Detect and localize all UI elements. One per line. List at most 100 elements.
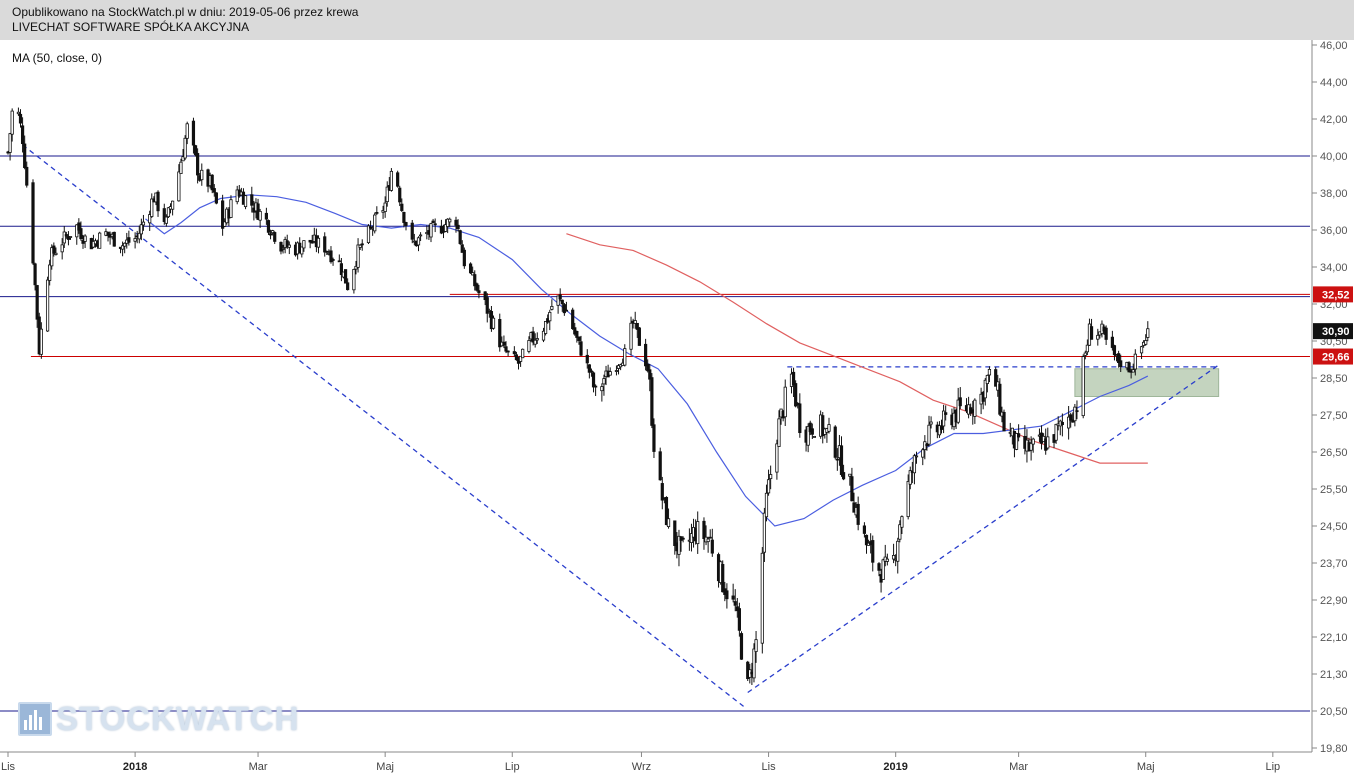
- candle: [185, 121, 189, 145]
- candle: [941, 404, 946, 434]
- candle-body: [214, 192, 218, 204]
- candle-body: [25, 166, 29, 186]
- candle-body: [475, 283, 479, 291]
- candle: [1075, 400, 1079, 420]
- candle: [623, 344, 627, 367]
- candle-body: [300, 246, 304, 255]
- candle: [710, 528, 714, 557]
- y-tick-label: 23,70: [1320, 558, 1348, 570]
- candle: [637, 326, 641, 346]
- candle-body: [589, 370, 594, 373]
- candle-body: [573, 327, 577, 335]
- candle: [721, 560, 725, 593]
- candle-body: [998, 383, 1002, 415]
- candle: [139, 218, 143, 241]
- candle: [237, 185, 241, 198]
- candle-body: [1017, 433, 1021, 438]
- candle: [279, 241, 283, 255]
- candle: [418, 232, 423, 242]
- candle-body: [75, 224, 79, 238]
- y-tick-label: 27,50: [1320, 410, 1348, 422]
- candle-body: [994, 369, 998, 387]
- candle-body: [664, 496, 669, 526]
- candle-body: [558, 294, 562, 300]
- candle: [10, 108, 14, 142]
- candle-body: [633, 320, 637, 324]
- candle: [150, 193, 154, 218]
- candle: [577, 336, 581, 345]
- candle-body: [385, 186, 389, 203]
- candle: [594, 384, 598, 396]
- candle: [171, 200, 175, 216]
- candle: [600, 383, 604, 402]
- candle-body: [468, 263, 473, 274]
- candle-body: [956, 399, 960, 423]
- y-tick-label: 21,30: [1320, 669, 1348, 681]
- candle-body: [1112, 345, 1117, 356]
- candle-body: [352, 269, 356, 291]
- candle-body: [221, 200, 225, 229]
- candle-body: [614, 370, 619, 372]
- candle: [141, 214, 146, 231]
- candle: [556, 295, 560, 314]
- candle-body: [725, 590, 729, 600]
- ma200-group: [566, 233, 1148, 464]
- candle-body: [871, 540, 875, 563]
- candle-body: [527, 340, 531, 352]
- candle-body: [681, 537, 685, 540]
- ma50-line: [145, 194, 1149, 527]
- candle: [1067, 406, 1071, 440]
- candle-body: [1060, 421, 1064, 426]
- candle-body: [62, 231, 66, 244]
- candle-body: [810, 428, 814, 435]
- candle: [137, 225, 141, 244]
- candle-body: [60, 244, 64, 253]
- candle: [1069, 412, 1073, 428]
- candle-body: [644, 343, 648, 367]
- candle: [912, 453, 917, 485]
- candle-body: [900, 516, 904, 528]
- candle-body: [506, 350, 510, 353]
- candle-body: [502, 341, 506, 346]
- candle: [841, 464, 846, 481]
- bar-chart-icon: [18, 702, 52, 736]
- candle-body: [1110, 336, 1114, 348]
- candle: [810, 423, 814, 439]
- candle: [769, 465, 773, 490]
- candle: [16, 107, 21, 116]
- candle: [531, 326, 535, 346]
- candle: [908, 466, 912, 490]
- candle: [1089, 318, 1094, 340]
- candle: [541, 327, 546, 343]
- candle: [548, 309, 552, 331]
- candle: [258, 208, 262, 228]
- candle: [366, 224, 371, 245]
- candle-body: [1031, 438, 1035, 445]
- candle: [937, 421, 942, 438]
- candle-body: [164, 216, 168, 224]
- candle: [914, 451, 919, 464]
- candle: [614, 365, 619, 376]
- candle-body: [45, 279, 50, 332]
- candle: [754, 631, 758, 663]
- candle-body: [112, 231, 116, 247]
- candle-body: [448, 218, 452, 223]
- candle: [462, 247, 466, 269]
- candle-body: [287, 244, 291, 248]
- candle-body: [460, 244, 464, 253]
- candle-body: [64, 234, 68, 237]
- candle-body: [1002, 411, 1006, 432]
- candle-body: [1104, 327, 1108, 340]
- candle-body: [764, 492, 769, 518]
- candle-body: [571, 309, 575, 330]
- candle-body: [806, 426, 810, 446]
- candle-body: [183, 137, 187, 159]
- candle-body: [521, 348, 525, 359]
- candle-body: [650, 377, 654, 426]
- candle: [766, 469, 771, 496]
- candle-body: [775, 443, 779, 473]
- candle-body: [258, 210, 262, 221]
- candle-body: [914, 455, 919, 458]
- candle-body: [68, 236, 73, 238]
- candle: [468, 262, 473, 274]
